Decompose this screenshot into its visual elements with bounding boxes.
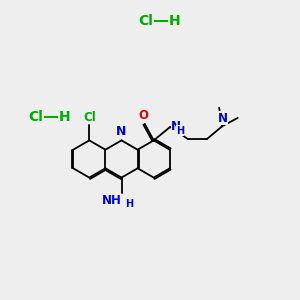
Text: N: N	[171, 120, 181, 134]
Text: N: N	[116, 125, 127, 138]
Text: H: H	[169, 14, 180, 28]
Text: N: N	[218, 112, 228, 124]
Text: Cl: Cl	[138, 14, 153, 28]
Text: O: O	[138, 109, 148, 122]
Text: NH: NH	[102, 194, 122, 207]
Text: H: H	[125, 199, 134, 209]
Text: Cl: Cl	[83, 111, 96, 124]
Text: H: H	[176, 125, 184, 136]
Text: H: H	[59, 110, 71, 124]
Text: Cl: Cl	[28, 110, 44, 124]
